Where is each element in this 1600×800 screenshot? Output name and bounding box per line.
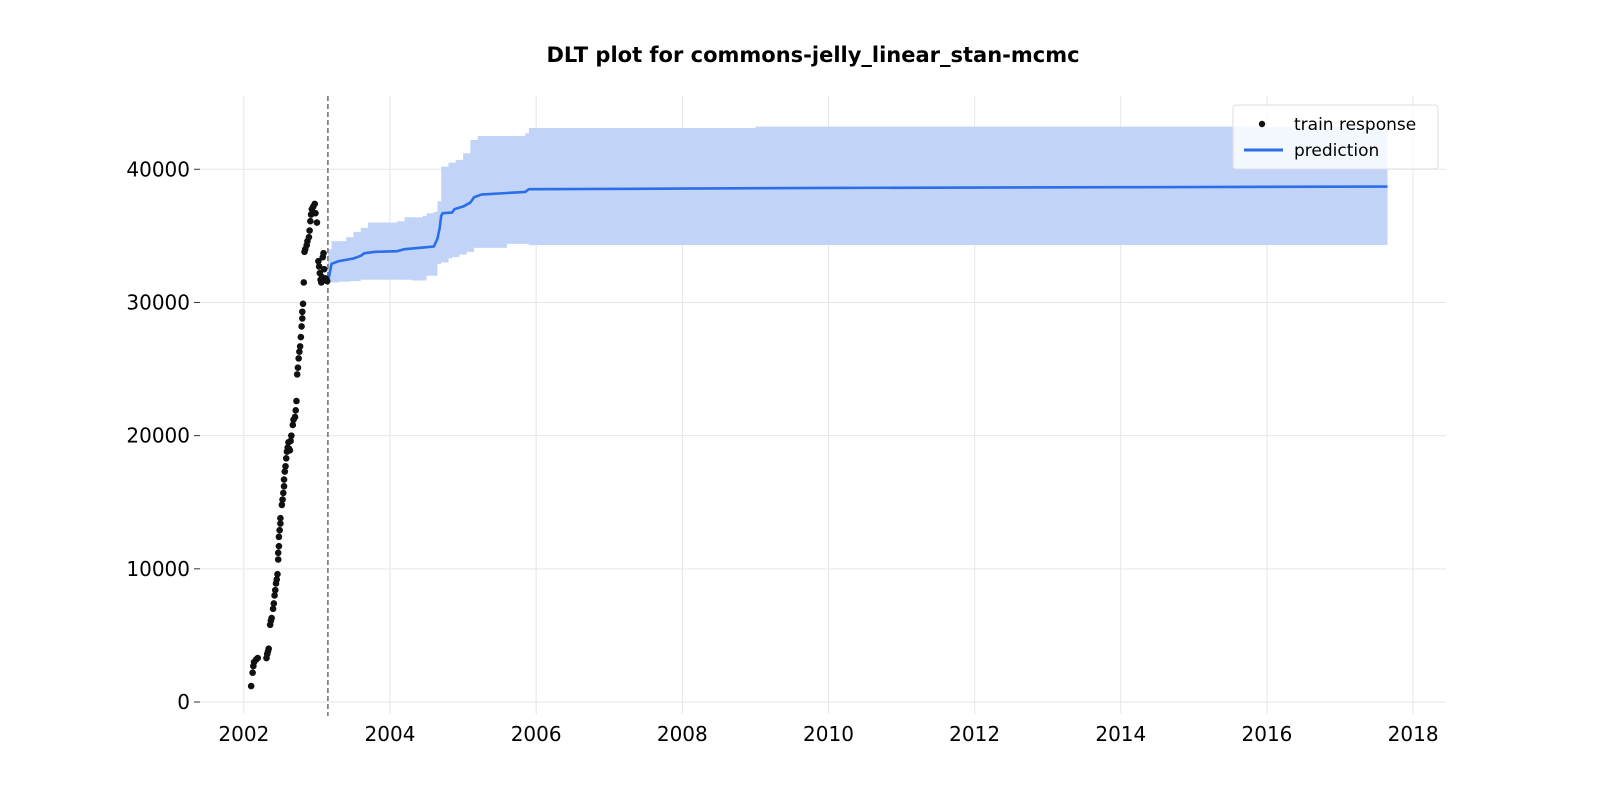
train-response-point	[249, 669, 256, 677]
train-response-point	[278, 501, 286, 509]
train-response-point	[293, 371, 301, 378]
train-response-point	[280, 476, 288, 483]
prediction-series	[326, 185, 1388, 283]
x-tick-label: 2018	[1388, 722, 1439, 746]
train-response-point	[268, 614, 275, 622]
train-response-point	[274, 549, 282, 557]
train-response-point	[296, 348, 303, 356]
train-response-point	[299, 315, 306, 322]
train-response-point	[298, 323, 305, 330]
train-response-point	[254, 654, 262, 662]
train-response-point	[299, 308, 306, 316]
train-response-point	[320, 249, 327, 257]
prediction-line	[326, 185, 1388, 283]
train-response-point	[265, 645, 272, 653]
x-tick-label: 2010	[803, 722, 854, 746]
train-response-point	[313, 219, 321, 226]
legend-marker-train-response	[1258, 120, 1266, 128]
y-tick-label: 10000	[126, 557, 190, 581]
prediction-interval-band	[327, 125, 1388, 284]
train-response-point	[307, 217, 314, 225]
legend: train response prediction	[1232, 104, 1439, 170]
chart-title: DLT plot for commons-jelly_linear_stan-m…	[546, 43, 1079, 67]
train-response-point	[271, 592, 278, 599]
legend-box	[1232, 104, 1439, 170]
train-response-point	[275, 542, 283, 550]
y-tick-label: 0	[177, 690, 190, 714]
train-response-point	[293, 397, 300, 405]
train-response-point	[277, 520, 284, 527]
train-response-point	[300, 279, 308, 286]
train-response-point	[312, 209, 319, 217]
axis-ticks: 2002 2004 2006 2008 2010 2012 2014 2016 2018 0 100…	[126, 157, 1438, 746]
train-response-point	[323, 277, 331, 285]
x-tick-label: 2008	[657, 722, 708, 746]
train-response-point	[318, 279, 325, 286]
train-response-point	[296, 343, 304, 350]
train-response-point	[286, 446, 294, 454]
train-response-point	[277, 514, 284, 522]
train-response-point	[292, 407, 300, 414]
legend-label-prediction: prediction	[1294, 141, 1379, 161]
x-tick-label: 2014	[1095, 722, 1146, 746]
train-response-point	[287, 437, 294, 445]
train-response-point	[299, 300, 307, 308]
train-response-point	[275, 533, 283, 541]
prediction-band-area	[327, 125, 1388, 284]
x-tick-label: 2006	[511, 722, 562, 746]
x-tick-label: 2004	[365, 722, 416, 746]
train-response-point	[311, 200, 319, 208]
legend-label-train-response: train response	[1294, 115, 1416, 135]
train-response-point	[297, 333, 305, 341]
train-response-point	[282, 462, 289, 470]
train-response-point	[279, 496, 286, 503]
x-tick-label: 2002	[218, 722, 269, 746]
train-response-series	[247, 200, 331, 690]
train-response-point	[247, 682, 255, 690]
train-response-point	[282, 454, 290, 462]
train-response-point	[294, 364, 302, 372]
train-response-point	[273, 576, 281, 583]
train-response-point	[269, 605, 277, 613]
y-tick-label: 40000	[126, 157, 190, 181]
train-response-point	[291, 413, 299, 421]
x-tick-label: 2012	[949, 722, 1000, 746]
train-response-point	[305, 233, 313, 241]
train-response-point	[320, 265, 328, 273]
train-response-point	[274, 570, 281, 578]
train-response-point	[276, 526, 283, 534]
train-response-point	[281, 468, 289, 475]
train-response-point	[306, 227, 313, 234]
y-tick-label: 20000	[126, 424, 190, 448]
train-response-point	[295, 355, 302, 362]
train-response-point	[289, 421, 297, 429]
train-response-point	[274, 556, 282, 563]
y-tick-label: 30000	[126, 290, 190, 314]
x-tick-label: 2016	[1242, 722, 1293, 746]
train-response-point	[280, 482, 288, 490]
train-response-point	[315, 257, 322, 265]
train-response-point	[315, 263, 323, 270]
train-response-point	[271, 586, 279, 594]
train-response-point	[270, 600, 278, 607]
train-response-point	[288, 432, 295, 439]
train-response-point	[280, 489, 287, 497]
